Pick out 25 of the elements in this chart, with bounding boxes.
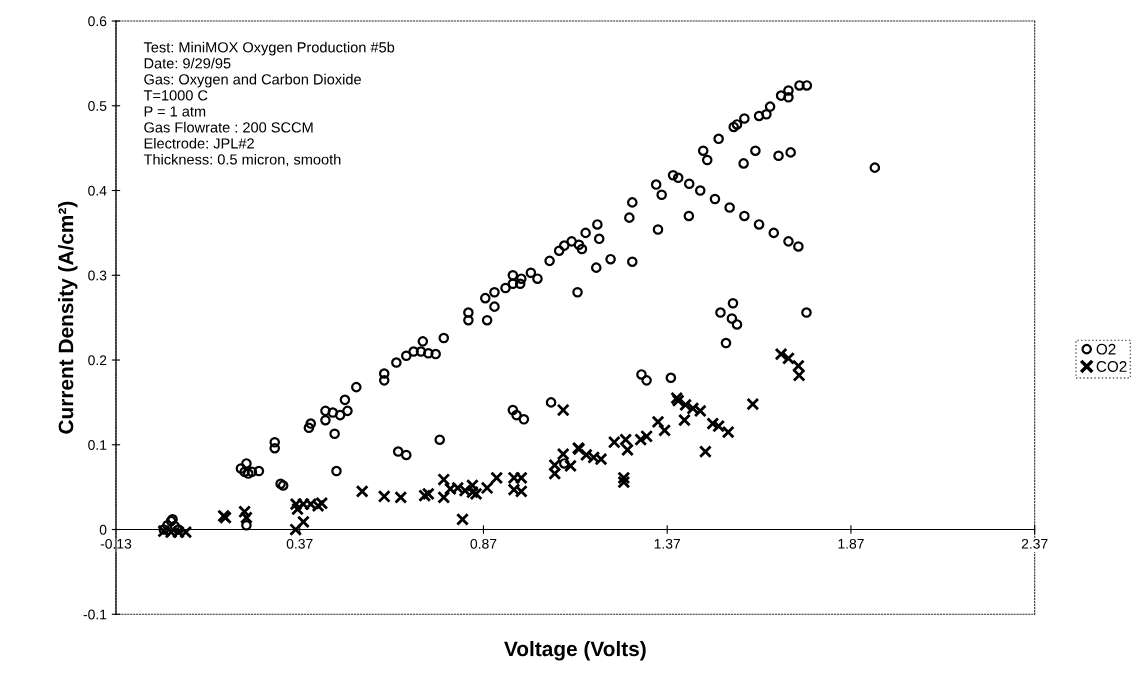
annotation: Gas: Oxygen and Carbon Dioxide	[144, 73, 361, 88]
annotation: T=1000 C	[143, 90, 208, 101]
y-tick-label: 0.6	[88, 16, 107, 27]
annotation: Date: 9/29/95	[144, 57, 231, 69]
x-tick-label: 0.37	[286, 538, 313, 549]
annotation: Thickness: 0.5 micron, smooth	[143, 153, 341, 167]
y-axis-title: Current Density (A/cm²)	[58, 201, 78, 434]
x-tick-label: 1.87	[838, 538, 864, 549]
y-tick-label: 0.1	[88, 440, 107, 450]
legend-label: CO2	[1096, 361, 1127, 372]
annotation: Gas Flowrate : 200 SCCM	[144, 121, 313, 133]
x-tick-label: 0.87	[470, 538, 497, 549]
y-tick-label: 0.5	[88, 101, 107, 111]
x-tick-label: 2.37	[1021, 538, 1048, 549]
legend-label: O2	[1096, 343, 1116, 355]
y-tick-label: 0	[99, 524, 107, 535]
annotation: Electrode: JPL#2	[144, 137, 254, 149]
annotation: Test: MiniMOX Oxygen Production #5b	[143, 41, 395, 56]
y-tick-label: 0.3	[88, 270, 107, 281]
y-tick-label: -0.1	[83, 609, 107, 620]
annotation: P = 1 atm	[144, 106, 206, 117]
x-tick-label: 1.37	[654, 538, 681, 549]
x-axis-title: Voltage (Volts)	[504, 640, 646, 661]
y-tick-label: 0.2	[88, 355, 107, 366]
y-tick-label: 0.4	[88, 185, 107, 196]
